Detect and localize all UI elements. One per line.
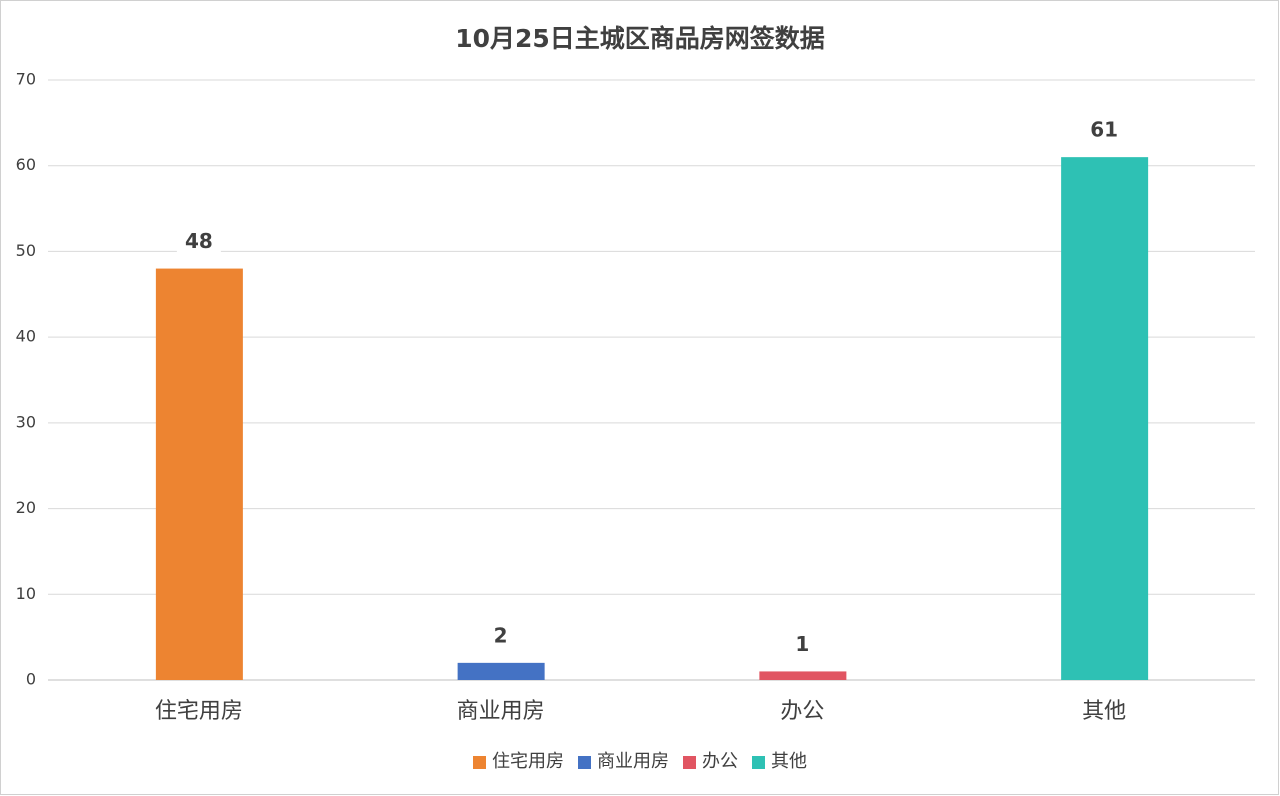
- y-tick-label: 30: [16, 412, 36, 431]
- y-tick-label: 0: [26, 670, 36, 689]
- bar: [457, 662, 545, 680]
- y-tick-label: 10: [16, 584, 36, 603]
- x-tick-label: 其他: [1082, 699, 1126, 724]
- bar: [1061, 157, 1149, 681]
- legend-label: 住宅用房: [492, 751, 564, 772]
- legend-marker: [683, 756, 696, 769]
- legend-label: 办公: [702, 751, 738, 772]
- y-tick-label: 20: [16, 498, 36, 517]
- x-tick-label: 住宅用房: [155, 699, 243, 724]
- legend-label: 商业用房: [597, 751, 669, 772]
- legend-marker: [578, 756, 591, 769]
- data-label: 48: [185, 229, 213, 253]
- y-tick-label: 60: [16, 155, 36, 174]
- y-tick-label: 70: [16, 70, 36, 89]
- data-label: 2: [494, 623, 508, 647]
- data-label-background: [1082, 117, 1127, 146]
- chart-title: 10月25日主城区商品房网签数据: [455, 24, 825, 53]
- y-tick-label: 40: [16, 327, 36, 346]
- data-label: 61: [1090, 118, 1118, 142]
- x-tick-label: 办公: [780, 699, 824, 724]
- data-label-background: [176, 228, 221, 257]
- legend-marker: [752, 756, 765, 769]
- legend-label: 其他: [771, 751, 807, 772]
- y-tick-label: 50: [16, 241, 36, 260]
- data-label-background: [780, 631, 825, 660]
- legend-marker: [473, 756, 486, 769]
- bar: [155, 268, 243, 680]
- data-label: 1: [795, 632, 809, 656]
- x-tick-label: 商业用房: [457, 699, 545, 724]
- data-label-background: [478, 622, 523, 651]
- bar: [759, 671, 847, 680]
